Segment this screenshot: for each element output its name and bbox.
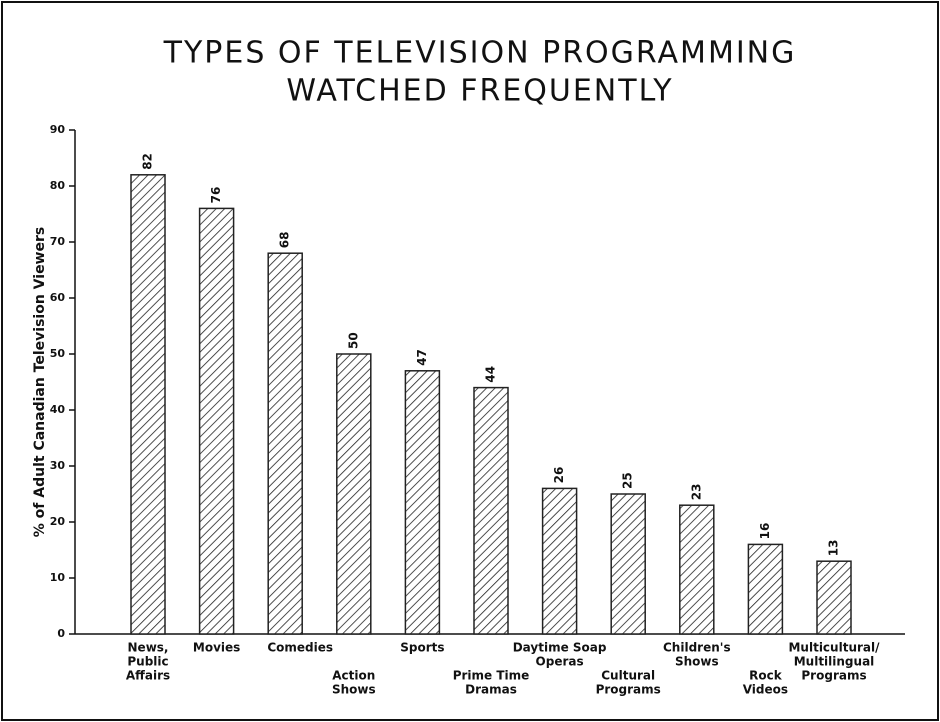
bar	[541, 487, 578, 635]
y-tick-label: 10	[50, 571, 66, 584]
value-label: 16	[758, 523, 772, 540]
y-tick-label: 50	[50, 347, 66, 360]
bar	[404, 370, 441, 635]
x-tick-label: Daytime Soap	[513, 641, 607, 655]
bar	[610, 493, 646, 635]
x-tick-label: Comedies	[267, 641, 333, 655]
value-label: 13	[827, 539, 841, 556]
value-label: 50	[346, 332, 360, 349]
y-tick-label: 20	[50, 515, 66, 528]
x-tick-label: Cultural	[601, 669, 655, 683]
y-tick-label: 40	[50, 403, 66, 416]
y-tick-label: 80	[50, 179, 66, 192]
x-tick-label: Prime Time	[453, 669, 530, 683]
x-tick-label: Videos	[743, 683, 788, 697]
x-tick-label: Movies	[193, 641, 240, 655]
bar	[747, 543, 784, 635]
x-tick-label: Operas	[536, 655, 584, 669]
chart-title: WATCHED FREQUENTLY	[286, 74, 673, 109]
bar	[198, 207, 235, 635]
x-tick-label: Dramas	[465, 683, 517, 697]
x-tick-label: Rock	[749, 669, 783, 683]
x-tick-label: Children's	[663, 641, 731, 655]
value-label: 44	[484, 366, 498, 383]
bar	[267, 252, 303, 635]
x-tick-label: Action	[332, 669, 375, 683]
value-label: 76	[209, 187, 223, 204]
y-tick-label: 0	[57, 627, 65, 640]
bar	[473, 386, 509, 635]
y-tick-label: 30	[50, 459, 66, 472]
y-tick-label: 60	[50, 291, 66, 304]
x-tick-label: Programs	[596, 683, 661, 697]
value-label: 23	[689, 483, 703, 500]
x-tick-label: Public	[127, 655, 168, 669]
x-tick-label: Shows	[675, 655, 719, 669]
value-label: 26	[552, 467, 566, 484]
value-label: 25	[621, 472, 635, 489]
chart-title: TYPES OF TELEVISION PROGRAMMING	[163, 36, 797, 71]
x-tick-label: News,	[128, 641, 169, 655]
y-tick-label: 90	[50, 123, 66, 136]
value-label: 82	[141, 153, 155, 170]
x-tick-label: Multicultural/	[788, 641, 880, 655]
value-label: 68	[278, 231, 292, 248]
x-tick-label: Sports	[400, 641, 444, 655]
x-tick-label: Shows	[332, 683, 376, 697]
y-tick-label: 70	[50, 235, 66, 248]
x-tick-label: Affairs	[126, 669, 170, 683]
bar	[679, 504, 715, 635]
x-tick-label: Programs	[801, 669, 866, 683]
bar	[130, 174, 166, 635]
value-label: 47	[415, 349, 429, 366]
y-axis-label: % of Adult Canadian Television Viewers	[32, 227, 48, 537]
x-tick-label: Multilingual	[794, 655, 875, 669]
bar	[336, 353, 372, 635]
bar	[816, 560, 852, 635]
